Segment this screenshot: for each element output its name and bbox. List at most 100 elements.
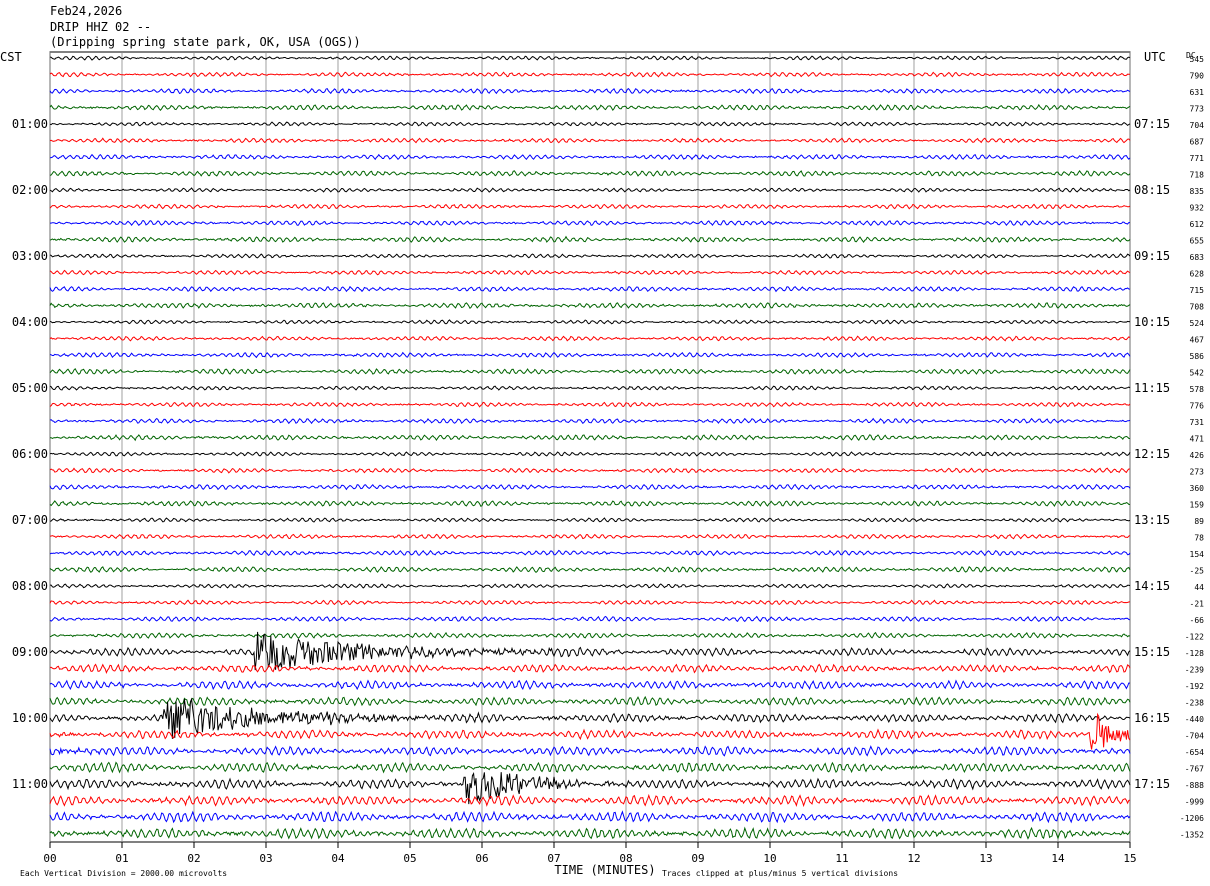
dc-offset-label: 731	[1190, 418, 1205, 427]
dc-offset-label: 715	[1190, 286, 1205, 295]
seismic-trace	[49, 319, 1131, 325]
seismic-trace	[49, 663, 1131, 674]
seismic-trace	[50, 434, 1131, 442]
dc-offset-label: 708	[1190, 303, 1205, 312]
left-hour-label: 08:00	[12, 579, 48, 593]
seismic-trace	[49, 745, 1131, 757]
right-hour-label: 08:15	[1134, 183, 1170, 197]
seismic-trace	[50, 219, 1131, 227]
x-tick-label: 06	[475, 852, 488, 865]
x-tick-label: 13	[979, 852, 992, 865]
seismic-trace	[49, 793, 1131, 808]
x-tick-label: 05	[403, 852, 416, 865]
seismic-trace	[49, 451, 1131, 457]
seismic-trace	[49, 253, 1131, 259]
x-tick-label: 14	[1051, 852, 1065, 865]
x-tick-label: 01	[115, 852, 128, 865]
dc-offset-label: 542	[1190, 369, 1205, 378]
dc-offset-label: -66	[1190, 616, 1205, 625]
seismic-trace	[49, 483, 1131, 491]
dc-offset-label: -767	[1185, 765, 1204, 774]
dc-offset-label: -999	[1185, 798, 1204, 807]
right-timezone-label: UTC	[1144, 50, 1166, 64]
right-hour-label: 11:15	[1134, 381, 1170, 395]
dc-offset-label: 154	[1190, 550, 1205, 559]
dc-offset-label: 932	[1190, 204, 1205, 213]
dc-offset-label: 586	[1190, 352, 1205, 361]
seismic-trace	[49, 187, 1131, 193]
dc-offset-label: -239	[1185, 666, 1204, 675]
seismic-trace	[49, 695, 1131, 707]
dc-offset-label: 78	[1194, 534, 1204, 543]
right-hour-label: 10:15	[1134, 315, 1170, 329]
seismic-trace	[49, 761, 1131, 774]
x-tick-label: 04	[331, 852, 345, 865]
dc-offset-label: -122	[1185, 633, 1204, 642]
dc-offset-label: 44	[1194, 583, 1204, 592]
right-hour-label: 13:15	[1134, 513, 1170, 527]
seismic-trace	[49, 679, 1131, 691]
seismic-trace	[49, 697, 1131, 739]
dc-offset-label: 360	[1190, 484, 1205, 493]
trace-group	[49, 55, 1131, 840]
x-tick-label: 12	[907, 852, 920, 865]
left-hour-label: 04:00	[12, 315, 48, 329]
seismic-trace	[49, 385, 1131, 391]
right-hour-label: 07:15	[1134, 117, 1170, 131]
right-hour-label: 12:15	[1134, 447, 1170, 461]
seismic-trace	[49, 153, 1131, 161]
dc-offset-label: 718	[1190, 171, 1205, 180]
dc-offset-label: 471	[1190, 435, 1205, 444]
dc-offset-label: 771	[1190, 154, 1205, 163]
dc-offset-label: 704	[1190, 121, 1205, 130]
seismic-trace	[49, 826, 1131, 840]
dc-offset-label: 89	[1194, 517, 1204, 526]
left-hour-label: 11:00	[12, 777, 48, 791]
seismic-trace	[49, 203, 1131, 210]
dc-offset-label: -128	[1185, 649, 1204, 658]
dc-offset-label: 687	[1190, 138, 1205, 147]
seismic-trace	[49, 533, 1131, 540]
title-location: (Dripping spring state park, OK, USA (OG…	[50, 35, 361, 49]
dc-offset-label: 790	[1190, 72, 1205, 81]
x-tick-label: 07	[547, 852, 560, 865]
footer-left-note: Each Vertical Division = 2000.00 microvo…	[20, 869, 227, 878]
left-timezone-label: CST	[0, 50, 22, 64]
dc-offset-label: -704	[1185, 732, 1204, 741]
seismic-trace	[49, 631, 1131, 671]
seismic-trace	[49, 712, 1131, 750]
x-tick-label: 09	[691, 852, 704, 865]
seismic-trace	[49, 467, 1130, 474]
dc-offset-label: 426	[1190, 451, 1205, 460]
left-hour-label: 02:00	[12, 183, 48, 197]
left-hour-label: 01:00	[12, 117, 48, 131]
left-hour-label: 05:00	[12, 381, 48, 395]
seismic-trace	[49, 137, 1131, 144]
x-tick-label: 10	[763, 852, 776, 865]
dc-offset-label: 524	[1190, 319, 1205, 328]
right-hour-label: 09:15	[1134, 249, 1170, 263]
plot-frame	[49, 51, 1131, 843]
left-hour-label: 03:00	[12, 249, 48, 263]
title-station: DRIP HHZ 02 --	[50, 20, 152, 34]
footer-right-note: Traces clipped at plus/minus 5 vertical …	[662, 869, 898, 878]
left-hour-label: 06:00	[12, 447, 48, 461]
x-tick-label: 11	[835, 852, 848, 865]
seismic-trace	[49, 417, 1131, 425]
seismic-trace	[49, 285, 1131, 293]
seismic-trace	[49, 335, 1131, 342]
seismic-trace	[49, 517, 1131, 523]
dc-offset-label: 159	[1190, 501, 1205, 510]
dc-offset-label: -21	[1190, 600, 1205, 609]
x-tick-label: 15	[1123, 852, 1136, 865]
seismic-trace	[49, 401, 1131, 408]
right-hour-label: 17:15	[1134, 777, 1170, 791]
right-hour-label: 14:15	[1134, 579, 1170, 593]
seismic-trace	[49, 599, 1131, 606]
seismic-trace	[49, 121, 1131, 127]
seismic-trace	[49, 170, 1131, 177]
right-hour-label: 16:15	[1134, 711, 1170, 725]
dc-offset-label: -440	[1185, 715, 1204, 724]
x-tick-label: 02	[187, 852, 200, 865]
